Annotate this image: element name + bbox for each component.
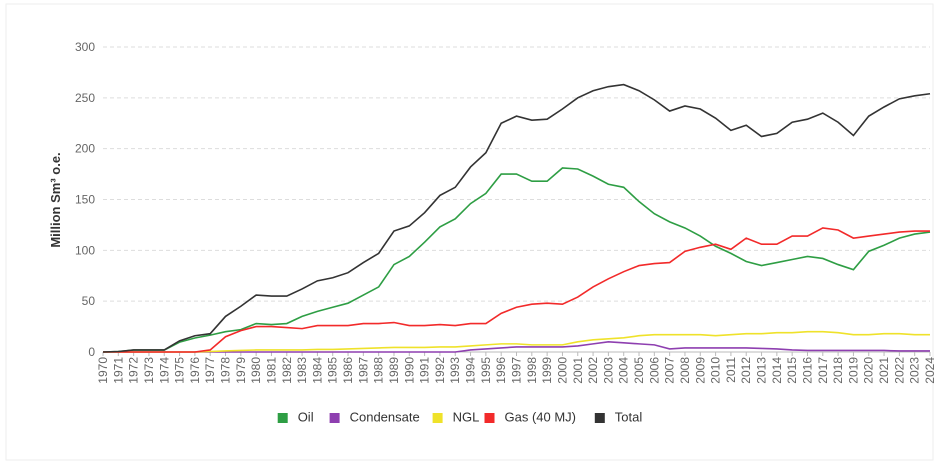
- x-tick-label: 1983: [295, 357, 309, 384]
- x-tick-label: 1979: [234, 357, 248, 384]
- y-tick-label: 0: [88, 345, 95, 359]
- x-tick-label: 1988: [372, 357, 386, 384]
- x-tick-label: 1982: [280, 357, 294, 384]
- x-tick-label: 2016: [800, 357, 814, 384]
- x-tick-label: 2023: [908, 357, 922, 384]
- x-tick-label: 2020: [862, 357, 876, 384]
- x-tick-label: 2007: [663, 357, 677, 384]
- x-tick-label: 1986: [341, 357, 355, 384]
- x-tick-label: 1975: [173, 357, 187, 384]
- x-tick-label: 1971: [111, 357, 125, 384]
- x-tick-label: 1997: [510, 357, 524, 384]
- y-axis-label: Million Sm³ o.e.: [48, 152, 63, 247]
- x-tick-label: 1994: [464, 357, 478, 384]
- x-tick-label: 2008: [678, 357, 692, 384]
- x-tick-label: 2000: [555, 357, 569, 384]
- series-line: [102, 167, 931, 353]
- legend-label: NGL: [453, 409, 480, 424]
- x-tick-label: 1995: [479, 357, 493, 384]
- x-tick-label: 1970: [96, 357, 110, 384]
- x-tick-label: 1996: [494, 357, 508, 384]
- y-tick-label: 100: [75, 243, 95, 257]
- x-tick-label: 1974: [157, 357, 171, 384]
- x-tick-label: 2017: [816, 357, 830, 384]
- legend-swatch: [432, 413, 443, 423]
- x-tick-label: 1992: [433, 357, 447, 384]
- x-tick-label: 2024: [923, 357, 937, 384]
- x-tick-label: 2013: [755, 357, 769, 384]
- legend-swatch: [329, 413, 340, 423]
- x-tick-label: 1998: [525, 357, 539, 384]
- y-tick-label: 150: [75, 193, 95, 207]
- legend-label: Total: [615, 409, 643, 424]
- x-tick-label: 1999: [540, 357, 554, 384]
- x-tick-label: 2011: [724, 357, 738, 383]
- x-tick-label: 1981: [264, 357, 278, 384]
- y-tick-label: 50: [82, 294, 96, 308]
- x-tick-label: 2015: [785, 357, 799, 384]
- x-tick-label: 2021: [877, 357, 891, 384]
- y-tick-label: 300: [75, 40, 95, 54]
- x-tick-label: 1973: [142, 357, 156, 384]
- x-tick-label: 2001: [571, 357, 585, 384]
- x-tick-label: 2010: [709, 357, 723, 384]
- x-tick-label: 1972: [127, 357, 141, 384]
- chart-frame: [5, 3, 934, 461]
- series-line: [103, 330, 930, 353]
- x-tick-label: 1987: [356, 357, 370, 384]
- x-tick-label: 1990: [402, 357, 416, 384]
- x-tick-label: 1977: [203, 357, 217, 384]
- legend-label: Gas (40 MJ): [505, 409, 577, 424]
- legend-swatch: [484, 413, 495, 423]
- x-tick-label: 1984: [310, 357, 324, 384]
- series-line: [102, 83, 931, 353]
- x-tick-label: 2019: [846, 357, 860, 384]
- x-tick-label: 2002: [586, 357, 600, 384]
- series-line: [103, 227, 930, 353]
- legend-label: Oil: [298, 409, 314, 424]
- x-tick-label: 1993: [448, 357, 462, 384]
- x-tick-label: 1980: [249, 357, 263, 384]
- x-tick-label: 2003: [601, 357, 615, 384]
- y-tick-label: 250: [75, 91, 95, 105]
- legend-swatch: [277, 413, 288, 423]
- x-tick-label: 2012: [739, 357, 753, 384]
- x-tick-label: 1978: [219, 357, 233, 384]
- legend-swatch: [594, 413, 605, 423]
- x-tick-label: 2009: [693, 357, 707, 384]
- x-tick-label: 2006: [647, 357, 661, 384]
- x-tick-label: 2014: [770, 357, 784, 384]
- y-tick-label: 200: [75, 142, 95, 156]
- x-tick-label: 2018: [831, 357, 845, 384]
- x-tick-label: 1985: [326, 357, 340, 384]
- x-tick-label: 1991: [418, 357, 432, 384]
- x-tick-label: 1976: [188, 357, 202, 384]
- legend-label: Condensate: [350, 409, 420, 424]
- x-tick-label: 2022: [892, 357, 906, 384]
- x-tick-label: 1989: [387, 357, 401, 384]
- series-line: [103, 341, 930, 353]
- x-tick-label: 2005: [632, 357, 646, 384]
- x-tick-label: 2004: [617, 357, 631, 384]
